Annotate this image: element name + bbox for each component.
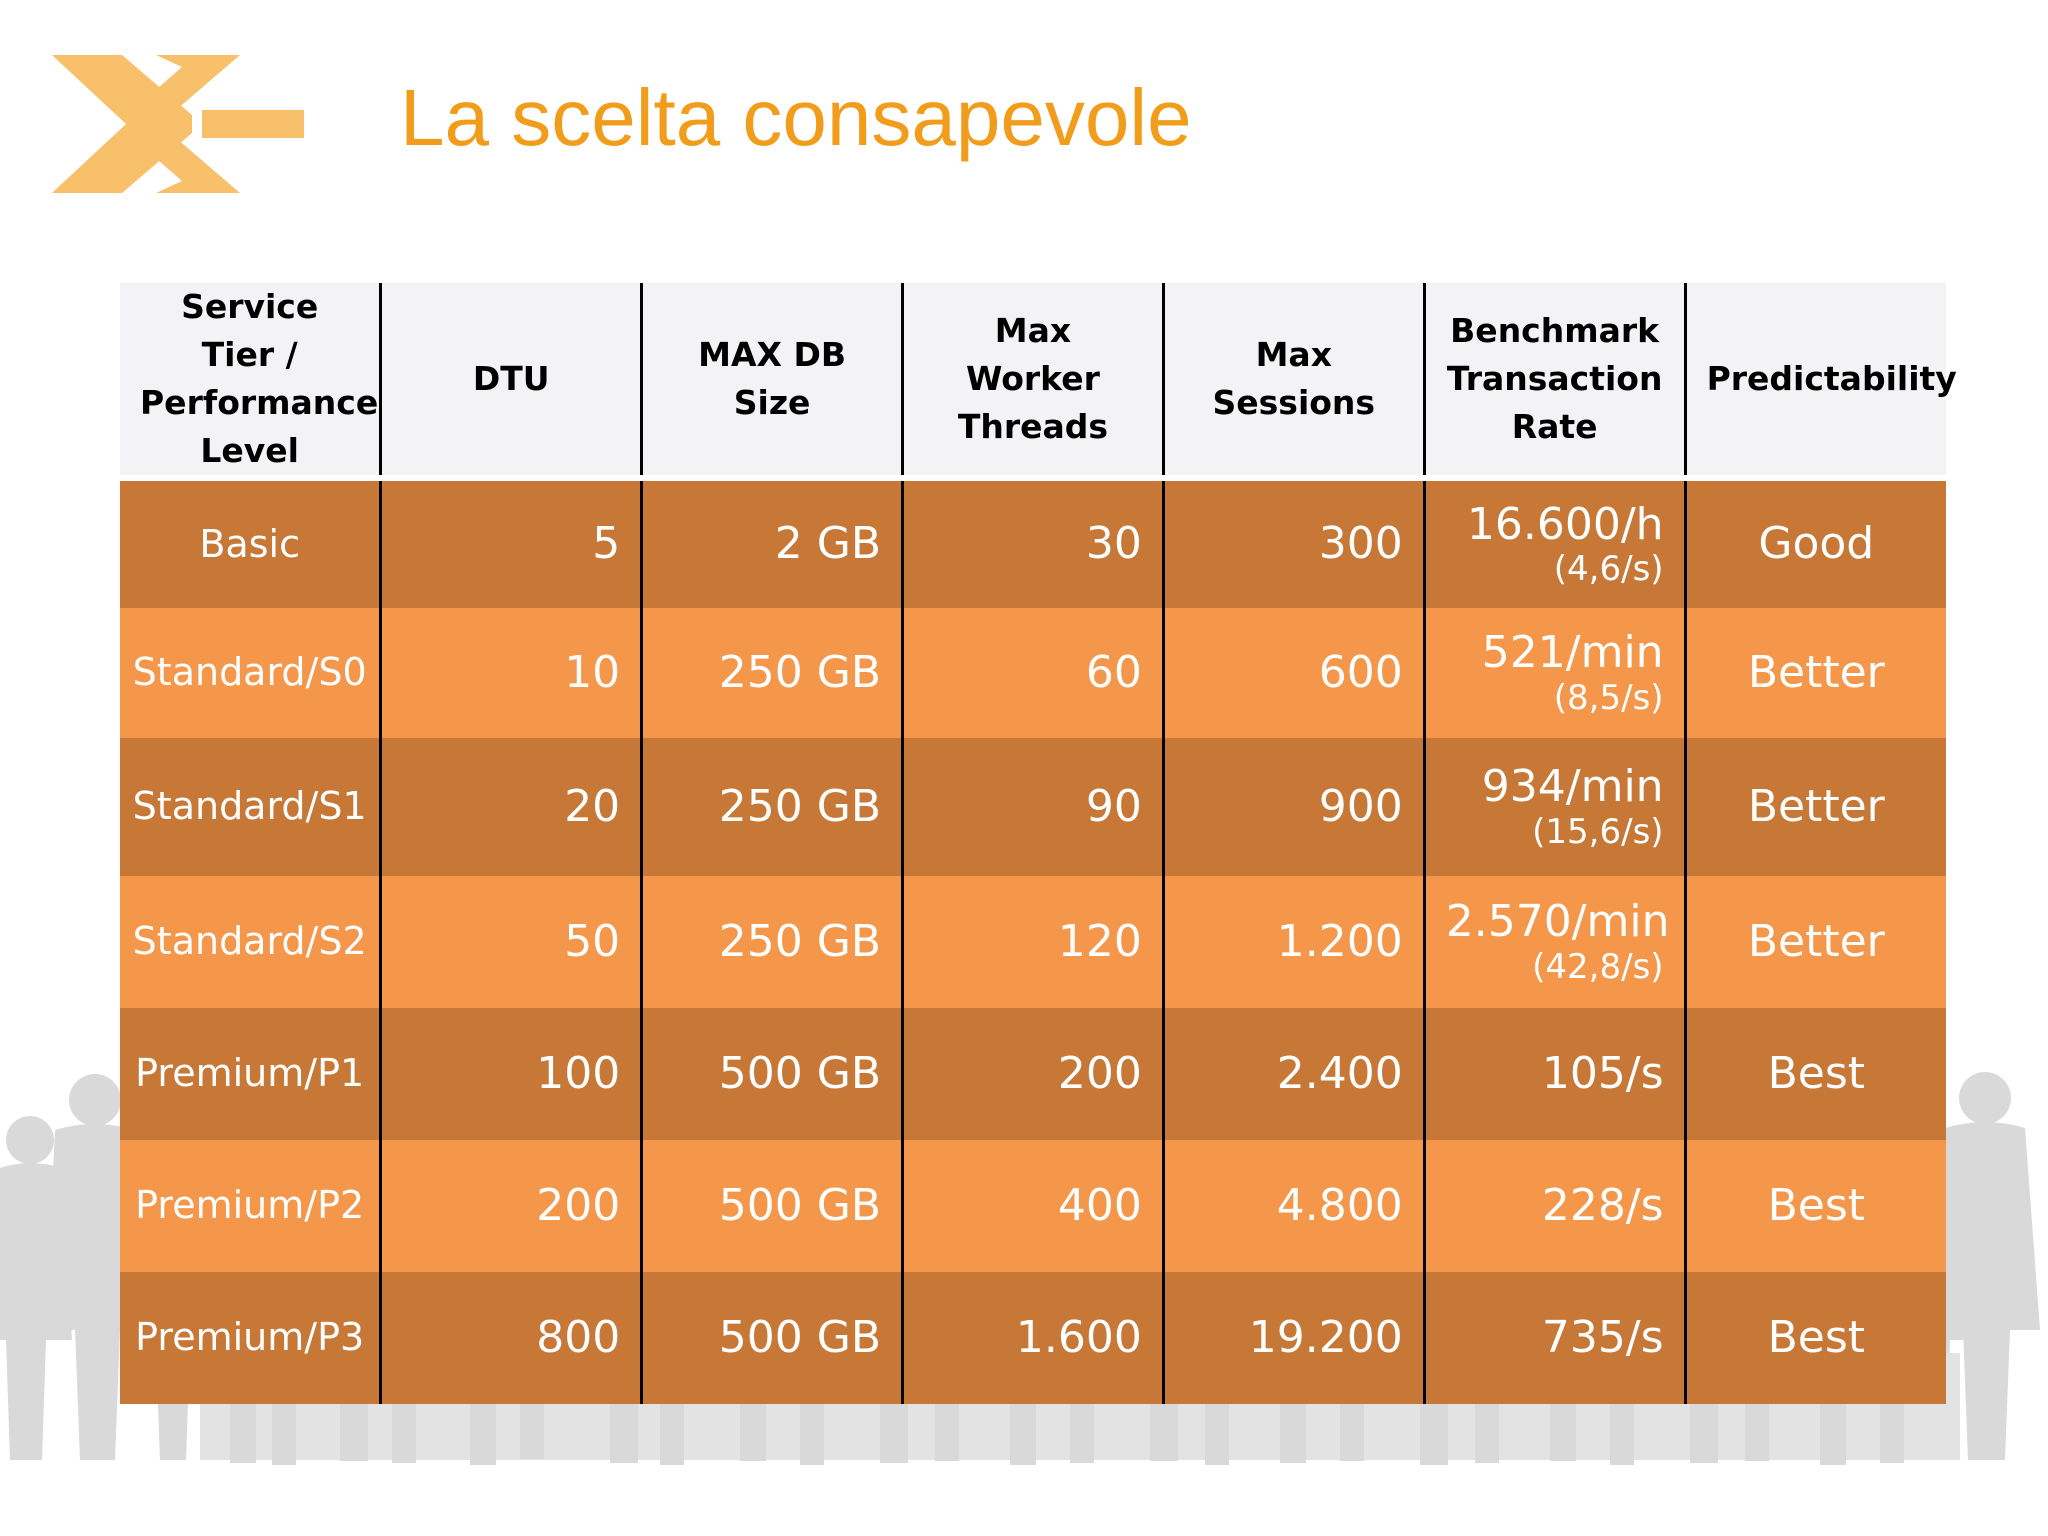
cell-dtu: 20 — [379, 738, 642, 876]
cell-predictability: Better — [1683, 738, 1946, 876]
rate-value: 735/s — [1541, 1311, 1664, 1363]
cell-service-tier: Premium/P3 — [120, 1272, 381, 1404]
cell-predictability: Best — [1683, 1272, 1946, 1404]
cell-service-tier: Premium/P1 — [120, 1008, 381, 1140]
table-row: Premium/P2 200 500 GB 400 4.800 228/s Best — [120, 1140, 1946, 1272]
cell-max-worker-threads: 1.600 — [901, 1272, 1164, 1404]
rate-per-second: (42,8/s) — [1532, 946, 1664, 987]
cell-predictability: Best — [1683, 1140, 1946, 1272]
table-row: Premium/P1 100 500 GB 200 2.400 105/s Best — [120, 1008, 1946, 1140]
rate-per-second: (4,6/s) — [1553, 549, 1664, 590]
cell-service-tier: Premium/P2 — [120, 1140, 381, 1272]
cell-max-sessions: 19.200 — [1161, 1272, 1425, 1404]
cell-max-sessions: 600 — [1161, 608, 1425, 738]
cell-max-sessions: 900 — [1161, 738, 1425, 876]
slide-title: La scelta consapevole — [400, 73, 1192, 162]
header-dtu: DTU — [379, 283, 642, 481]
cell-predictability: Better — [1683, 608, 1946, 738]
cell-dtu: 50 — [379, 876, 642, 1008]
header-predictability: Predictability — [1683, 283, 1957, 481]
rate-value: 521/min — [1481, 627, 1664, 679]
cell-dtu: 10 — [379, 608, 642, 738]
rate-per-second: (15,6/s) — [1532, 811, 1664, 852]
cell-predictability: Better — [1683, 876, 1946, 1008]
table-row: Standard/S2 50 250 GB 120 1.200 2.570/min (42,… — [120, 876, 1946, 1008]
cell-benchmark-rate: 2.570/min (42,8/s) — [1422, 876, 1686, 1008]
cell-service-tier: Basic — [120, 478, 381, 608]
cell-max-worker-threads: 400 — [901, 1140, 1164, 1272]
table-row: Basic 5 2 GB 30 300 16.600/h (4,6/s) Good — [120, 478, 1946, 608]
cell-service-tier: Standard/S0 — [120, 608, 381, 738]
cell-benchmark-rate: 228/s — [1422, 1140, 1686, 1272]
table-header-row: Service Tier / Performance Level DTU MAX… — [120, 283, 1957, 481]
cell-predictability: Best — [1683, 1008, 1946, 1140]
cell-dtu: 200 — [379, 1140, 642, 1272]
cell-max-sessions: 300 — [1161, 478, 1425, 608]
cell-max-sessions: 1.200 — [1161, 876, 1425, 1008]
cell-max-worker-threads: 30 — [901, 478, 1164, 608]
header-service-tier: Service Tier / Performance Level — [120, 283, 381, 481]
cell-benchmark-rate: 735/s — [1422, 1272, 1686, 1404]
table-row: Standard/S0 10 250 GB 60 600 521/min (8,5/s) Be… — [120, 608, 1946, 738]
table-row: Premium/P3 800 500 GB 1.600 19.200 735/s Best — [120, 1272, 1946, 1404]
cell-max-db-size: 500 GB — [640, 1008, 903, 1140]
logo-icon — [52, 55, 304, 193]
header-max-sessions: Max Sessions — [1161, 283, 1425, 481]
cell-max-worker-threads: 60 — [901, 608, 1164, 738]
rate-value: 16.600/h — [1466, 498, 1664, 550]
cell-dtu: 5 — [379, 478, 642, 608]
rate-value: 228/s — [1541, 1179, 1664, 1231]
rate-value: 934/min — [1481, 761, 1664, 813]
cell-max-db-size: 500 GB — [640, 1140, 903, 1272]
cell-service-tier: Standard/S2 — [120, 876, 381, 1008]
table-body: Basic 5 2 GB 30 300 16.600/h (4,6/s) Good Standa… — [120, 478, 1946, 1404]
rate-value: 105/s — [1541, 1047, 1664, 1099]
cell-max-db-size: 250 GB — [640, 738, 903, 876]
cell-benchmark-rate: 521/min (8,5/s) — [1422, 608, 1686, 738]
rate-per-second: (8,5/s) — [1553, 677, 1664, 718]
cell-max-worker-threads: 120 — [901, 876, 1164, 1008]
cell-predictability: Good — [1683, 478, 1946, 608]
service-tier-table: Service Tier / Performance Level DTU MAX… — [120, 283, 1957, 1404]
header-max-worker-threads: Max Worker Threads — [901, 283, 1164, 481]
cell-benchmark-rate: 105/s — [1422, 1008, 1686, 1140]
table-row: Standard/S1 20 250 GB 90 900 934/min (15,6/s) B… — [120, 738, 1946, 876]
cell-max-sessions: 4.800 — [1161, 1140, 1425, 1272]
cell-max-db-size: 250 GB — [640, 876, 903, 1008]
header-max-db-size: MAX DB Size — [640, 283, 903, 481]
header-benchmark-rate: Benchmark Transaction Rate — [1422, 283, 1686, 481]
cell-max-worker-threads: 90 — [901, 738, 1164, 876]
cell-dtu: 100 — [379, 1008, 642, 1140]
cell-max-db-size: 500 GB — [640, 1272, 903, 1404]
cell-max-db-size: 2 GB — [640, 478, 903, 608]
rate-value: 2.570/min — [1445, 896, 1670, 948]
cell-max-sessions: 2.400 — [1161, 1008, 1425, 1140]
cell-benchmark-rate: 16.600/h (4,6/s) — [1422, 478, 1686, 608]
cell-service-tier: Standard/S1 — [120, 738, 381, 876]
cell-max-worker-threads: 200 — [901, 1008, 1164, 1140]
cell-dtu: 800 — [379, 1272, 642, 1404]
cell-benchmark-rate: 934/min (15,6/s) — [1422, 738, 1686, 876]
cell-max-db-size: 250 GB — [640, 608, 903, 738]
